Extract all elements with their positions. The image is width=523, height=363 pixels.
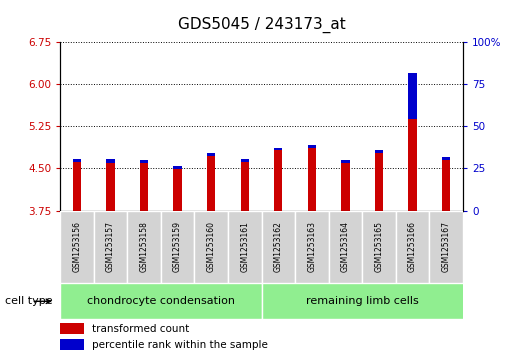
Bar — [274, 150, 282, 211]
Bar — [161, 211, 195, 283]
Bar — [262, 211, 295, 283]
Bar — [341, 160, 349, 163]
Bar — [174, 166, 182, 169]
Bar — [262, 283, 480, 319]
Text: transformed count: transformed count — [93, 323, 190, 334]
Text: percentile rank within the sample: percentile rank within the sample — [93, 340, 268, 350]
Bar — [442, 157, 450, 160]
Text: GSM1253161: GSM1253161 — [240, 221, 249, 272]
Bar — [274, 147, 282, 150]
Bar — [308, 145, 316, 147]
Bar — [308, 147, 316, 211]
Text: GSM1253165: GSM1253165 — [374, 221, 383, 272]
Bar — [106, 159, 115, 163]
Bar — [375, 150, 383, 153]
Text: GSM1253163: GSM1253163 — [308, 221, 316, 272]
Bar — [60, 339, 84, 351]
Bar — [73, 162, 81, 211]
Bar — [408, 73, 417, 211]
Bar — [60, 211, 94, 283]
Bar — [106, 163, 115, 211]
Bar — [60, 323, 84, 334]
Text: remaining limb cells: remaining limb cells — [306, 296, 418, 306]
Text: GSM1253160: GSM1253160 — [207, 221, 215, 272]
Text: GSM1253166: GSM1253166 — [408, 221, 417, 272]
Bar — [207, 153, 215, 156]
Bar — [174, 169, 182, 211]
Bar — [195, 211, 228, 283]
Text: GSM1253157: GSM1253157 — [106, 221, 115, 272]
Text: GDS5045 / 243173_at: GDS5045 / 243173_at — [178, 16, 345, 33]
Bar — [429, 211, 463, 283]
Bar — [375, 153, 383, 211]
Text: GSM1253167: GSM1253167 — [441, 221, 451, 272]
Bar — [341, 163, 349, 211]
Bar — [60, 283, 262, 319]
Text: GSM1253164: GSM1253164 — [341, 221, 350, 272]
Bar — [241, 162, 249, 211]
Text: GSM1253162: GSM1253162 — [274, 221, 283, 272]
Text: GSM1253159: GSM1253159 — [173, 221, 182, 272]
Bar — [127, 211, 161, 283]
Bar — [328, 211, 362, 283]
Bar — [241, 159, 249, 162]
Text: GSM1253158: GSM1253158 — [140, 221, 149, 272]
Bar — [396, 211, 429, 283]
Bar — [442, 160, 450, 211]
Text: GSM1253156: GSM1253156 — [72, 221, 82, 272]
Text: cell type: cell type — [5, 296, 53, 306]
Text: chondrocyte condensation: chondrocyte condensation — [87, 296, 235, 306]
Bar — [362, 211, 396, 283]
Bar — [295, 211, 328, 283]
Bar — [228, 211, 262, 283]
Bar — [140, 163, 148, 211]
Bar — [408, 73, 417, 119]
Bar — [140, 160, 148, 163]
Bar — [94, 211, 127, 283]
Bar — [207, 156, 215, 211]
Bar — [73, 159, 81, 162]
